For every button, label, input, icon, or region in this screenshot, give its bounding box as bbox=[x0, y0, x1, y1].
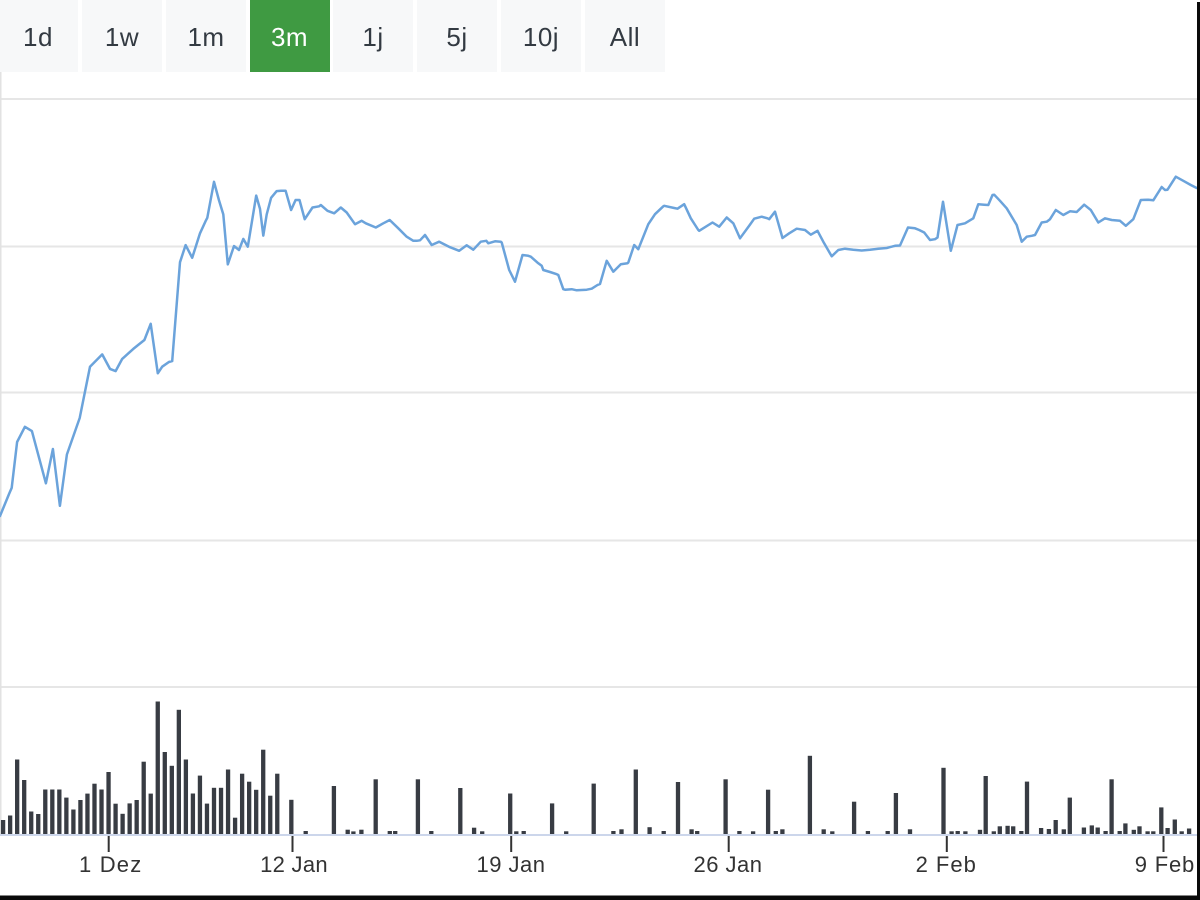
svg-text:12 Jan: 12 Jan bbox=[260, 852, 328, 877]
svg-text:19 Jan: 19 Jan bbox=[476, 852, 545, 877]
svg-text:9 Feb: 9 Feb bbox=[1135, 852, 1195, 877]
svg-text:26 Jan: 26 Jan bbox=[693, 852, 762, 877]
svg-text:2 Feb: 2 Feb bbox=[916, 852, 977, 877]
svg-text:1 Dez: 1 Dez bbox=[79, 852, 142, 877]
